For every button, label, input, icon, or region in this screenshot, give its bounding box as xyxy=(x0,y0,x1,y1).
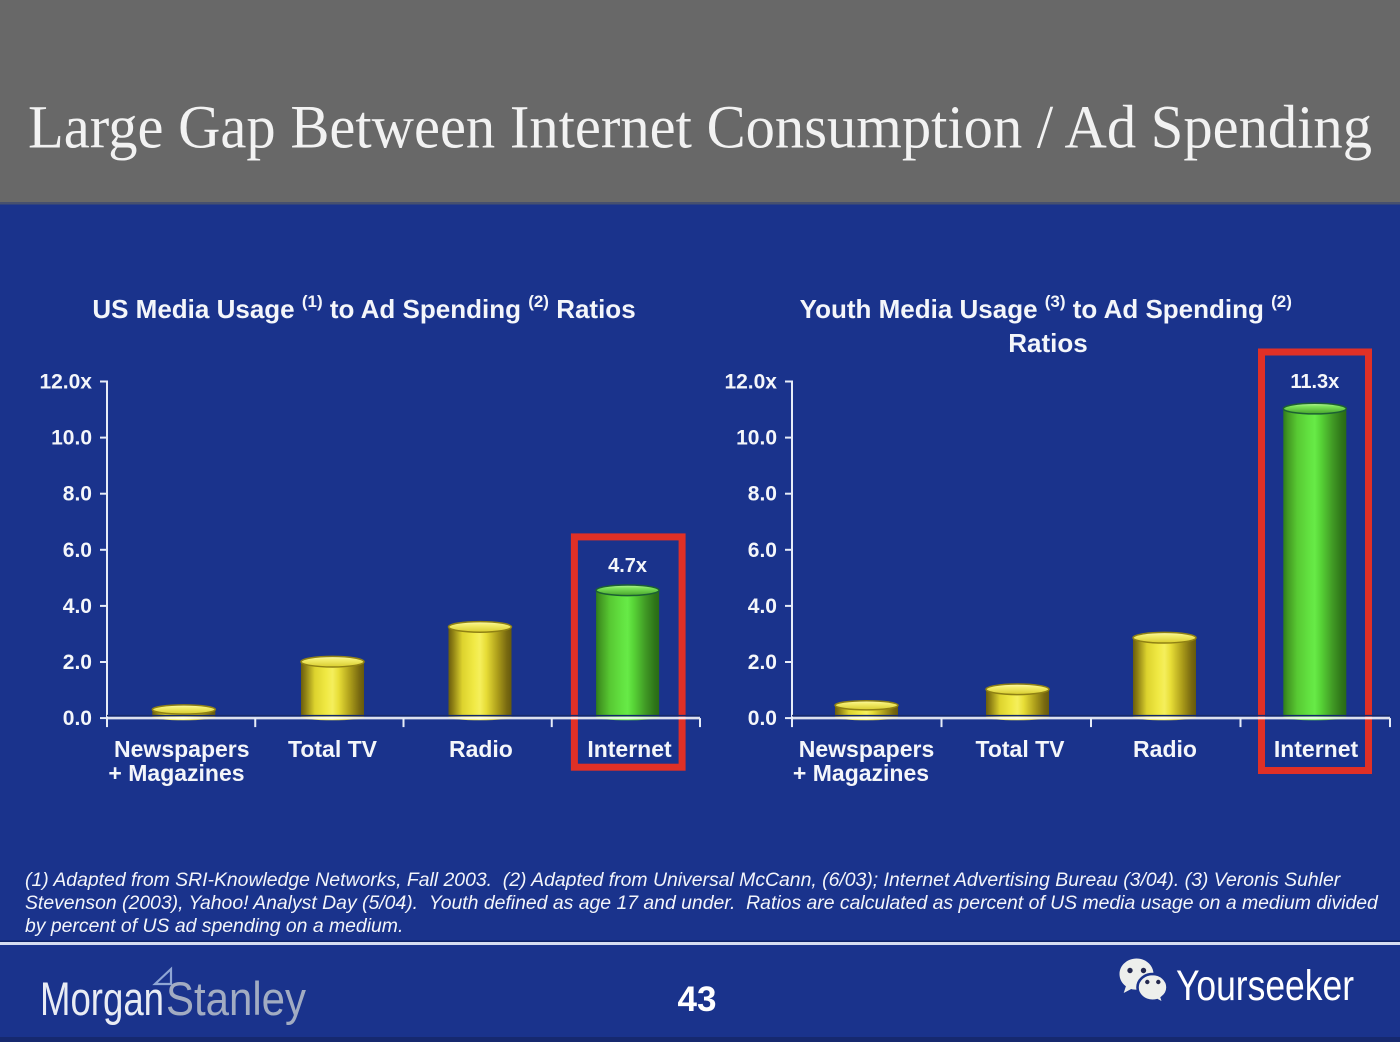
svg-text:by percent of US ad spending o: by percent of US ad spending on a medium… xyxy=(25,915,403,937)
svg-text:0.0: 0.0 xyxy=(63,707,92,730)
svg-text:Stanley: Stanley xyxy=(166,972,306,1025)
svg-text:12.0x: 12.0x xyxy=(724,371,777,394)
svg-text:2.0: 2.0 xyxy=(748,651,777,674)
svg-text:8.0: 8.0 xyxy=(748,483,777,506)
svg-text:Radio: Radio xyxy=(1133,736,1197,762)
svg-text:Stevenson (2003), Yahoo! Analy: Stevenson (2003), Yahoo! Analyst Day (5/… xyxy=(25,892,1379,914)
svg-text:Newspapers: Newspapers xyxy=(114,736,250,762)
svg-text:(1) Adapted from SRI-Knowledge: (1) Adapted from SRI-Knowledge Networks,… xyxy=(25,869,1342,891)
svg-text:Large Gap Between Internet Con: Large Gap Between Internet Consumption /… xyxy=(28,95,1372,162)
svg-text:2.0: 2.0 xyxy=(63,651,92,674)
svg-text:11.3x: 11.3x xyxy=(1290,371,1339,393)
svg-text:6.0: 6.0 xyxy=(748,539,777,562)
svg-text:6.0: 6.0 xyxy=(63,539,92,562)
svg-text:Newspapers: Newspapers xyxy=(799,736,935,762)
svg-text:Yourseeker: Yourseeker xyxy=(1176,962,1354,1010)
svg-text:Internet: Internet xyxy=(1274,736,1359,762)
svg-text:43: 43 xyxy=(678,980,717,1019)
svg-text:0.0: 0.0 xyxy=(748,707,777,730)
svg-text:10.0: 10.0 xyxy=(51,427,92,450)
svg-text:Total TV: Total TV xyxy=(975,736,1065,762)
svg-text:US Media Usage (1) to Ad Spend: US Media Usage (1) to Ad Spending (2) Ra… xyxy=(92,292,635,324)
svg-text:4.0: 4.0 xyxy=(63,595,92,618)
svg-text:4.0: 4.0 xyxy=(748,595,777,618)
svg-text:4.7x: 4.7x xyxy=(608,555,647,577)
svg-text:8.0: 8.0 xyxy=(63,483,92,506)
svg-text:Youth Media Usage (3) to Ad Sp: Youth Media Usage (3) to Ad Spending (2)… xyxy=(800,292,1297,358)
svg-text:Total TV: Total TV xyxy=(288,736,378,762)
svg-text:12.0x: 12.0x xyxy=(39,371,92,394)
svg-text:Radio: Radio xyxy=(449,736,513,762)
svg-text:Internet: Internet xyxy=(587,736,672,762)
svg-text:+ Magazines: + Magazines xyxy=(108,760,244,786)
svg-text:10.0: 10.0 xyxy=(736,427,777,450)
svg-text:Morgan: Morgan xyxy=(40,972,164,1025)
svg-text:+ Magazines: + Magazines xyxy=(793,760,929,786)
